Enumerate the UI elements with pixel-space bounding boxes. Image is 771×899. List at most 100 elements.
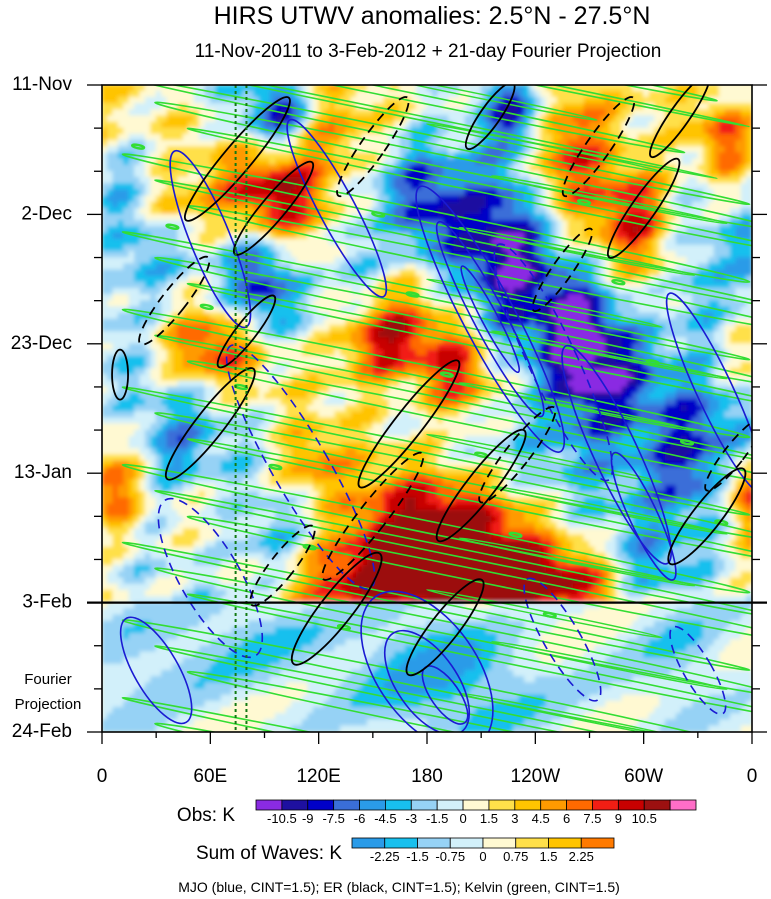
- heat-cell: [140, 276, 146, 283]
- heat-cell: [264, 165, 270, 172]
- heat-cell: [741, 103, 747, 110]
- heat-cell: [692, 152, 698, 159]
- heat-cell: [687, 239, 693, 246]
- heat-cell: [329, 257, 335, 264]
- heat-cell: [172, 109, 178, 116]
- heat-cell: [703, 177, 709, 184]
- heat-cell: [112, 208, 118, 215]
- heat-cell: [112, 202, 118, 209]
- heat-cell: [107, 220, 113, 227]
- heat-cell: [622, 232, 628, 239]
- heat-cell: [465, 337, 471, 344]
- heat-cell: [134, 171, 140, 178]
- heat-cell: [530, 165, 536, 172]
- heat-cell: [405, 263, 411, 270]
- heat-cell: [649, 313, 655, 320]
- heat-cell: [318, 331, 324, 338]
- heat-cell: [697, 159, 703, 166]
- heat-cell: [156, 140, 162, 147]
- heat-cell: [611, 128, 617, 135]
- heat-cell: [112, 177, 118, 184]
- heat-cell: [735, 226, 741, 233]
- heat-cell: [708, 140, 714, 147]
- heat-cell: [313, 245, 319, 252]
- heat-cell: [145, 196, 151, 203]
- heat-cell: [622, 183, 628, 190]
- heat-cell: [112, 165, 118, 172]
- heat-cell: [697, 183, 703, 190]
- heat-cell: [735, 288, 741, 295]
- heat-cell: [215, 306, 221, 313]
- heat-cell: [183, 189, 189, 196]
- heat-cell: [708, 202, 714, 209]
- heat-cell: [259, 122, 265, 129]
- heat-cell: [123, 313, 129, 320]
- heat-cell: [112, 282, 118, 289]
- heat-cell: [221, 232, 227, 239]
- heat-cell: [481, 196, 487, 203]
- heat-cell: [670, 115, 676, 122]
- heat-cell: [654, 251, 660, 258]
- heat-cell: [725, 251, 731, 258]
- heat-cell: [134, 239, 140, 246]
- heat-cell: [557, 171, 563, 178]
- heat-cell: [107, 313, 113, 320]
- heat-cell: [427, 202, 433, 209]
- heat-cell: [616, 91, 622, 98]
- heat-cell: [703, 257, 709, 264]
- heat-cell: [703, 103, 709, 110]
- heat-cell: [107, 269, 113, 276]
- heat-cell: [264, 239, 270, 246]
- heat-cell: [297, 140, 303, 147]
- heat-cell: [638, 313, 644, 320]
- heat-cell: [150, 165, 156, 172]
- heat-cell: [697, 140, 703, 147]
- heat-cell: [123, 331, 129, 338]
- heat-cell: [194, 276, 200, 283]
- heat-cell: [567, 97, 573, 104]
- heat-cell: [145, 251, 151, 258]
- heat-cell: [692, 220, 698, 227]
- heat-cell: [356, 189, 362, 196]
- heat-cell: [291, 313, 297, 320]
- heat-cell: [497, 208, 503, 215]
- heat-cell: [714, 245, 720, 252]
- heat-cell: [107, 282, 113, 289]
- heat-cell: [210, 122, 216, 129]
- heat-cell: [205, 140, 211, 147]
- heat-cell: [123, 115, 129, 122]
- heat-cell: [177, 232, 183, 239]
- heat-cell: [665, 239, 671, 246]
- heat-cell: [264, 91, 270, 98]
- heat-cell: [167, 189, 173, 196]
- heat-cell: [183, 269, 189, 276]
- heat-cell: [432, 183, 438, 190]
- heat-cell: [394, 91, 400, 98]
- heat-cell: [697, 245, 703, 252]
- heat-cell: [167, 91, 173, 98]
- heat-cell: [595, 232, 601, 239]
- heat-cell: [638, 171, 644, 178]
- heat-cell: [134, 276, 140, 283]
- heat-cell: [741, 208, 747, 215]
- heat-cell: [172, 97, 178, 104]
- heat-cell: [389, 189, 395, 196]
- heat-cell: [616, 239, 622, 246]
- heat-cell: [703, 183, 709, 190]
- heat-cell: [708, 245, 714, 252]
- heat-cell: [470, 196, 476, 203]
- heat-cell: [703, 159, 709, 166]
- heat-cell: [703, 282, 709, 289]
- heat-cell: [714, 109, 720, 116]
- heat-cell: [540, 226, 546, 233]
- heat-cell: [167, 134, 173, 141]
- heat-cell: [421, 263, 427, 270]
- heat-cell: [725, 208, 731, 215]
- heat-cell: [486, 122, 492, 129]
- heat-cell: [540, 91, 546, 98]
- heat-cell: [421, 165, 427, 172]
- heat-cell: [513, 288, 519, 295]
- heat-cell: [616, 306, 622, 313]
- heat-cell: [177, 97, 183, 104]
- heat-cell: [123, 251, 129, 258]
